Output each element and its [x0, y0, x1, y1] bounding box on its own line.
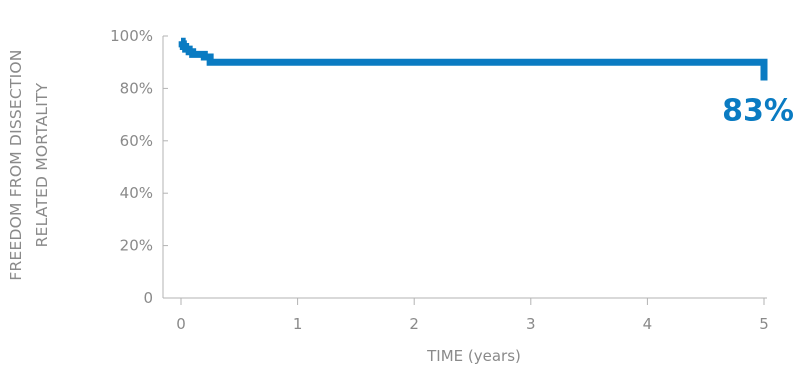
y-tick-label: 0 [143, 289, 153, 307]
y-axis-ticks: 0 20% 40% 60% 80% 100% [110, 27, 168, 307]
x-tick-label: 0 [176, 315, 186, 333]
series-layer [178, 37, 768, 81]
y-tick-label: 100% [110, 27, 153, 45]
y-tick-label: 20% [120, 237, 153, 255]
survival-curve [178, 37, 768, 81]
y-tick-label: 80% [120, 79, 153, 97]
x-tick-label: 3 [526, 315, 536, 333]
x-tick-label: 5 [759, 315, 769, 333]
x-axis-ticks: 0 1 2 3 4 5 [176, 298, 769, 333]
x-tick-label: 2 [409, 315, 419, 333]
y-tick-label: 60% [120, 132, 153, 150]
y-axis-title-line-1: FREEDOM FROM DISSECTION [7, 49, 25, 280]
x-tick-label: 1 [293, 315, 303, 333]
y-tick-label: 40% [120, 184, 153, 202]
y-axis-title-line-2: RELATED MORTALITY [33, 82, 51, 247]
x-tick-label: 4 [643, 315, 653, 333]
x-axis-title: TIME (years) [426, 347, 521, 365]
final-value-annotation: 83% [722, 94, 794, 129]
